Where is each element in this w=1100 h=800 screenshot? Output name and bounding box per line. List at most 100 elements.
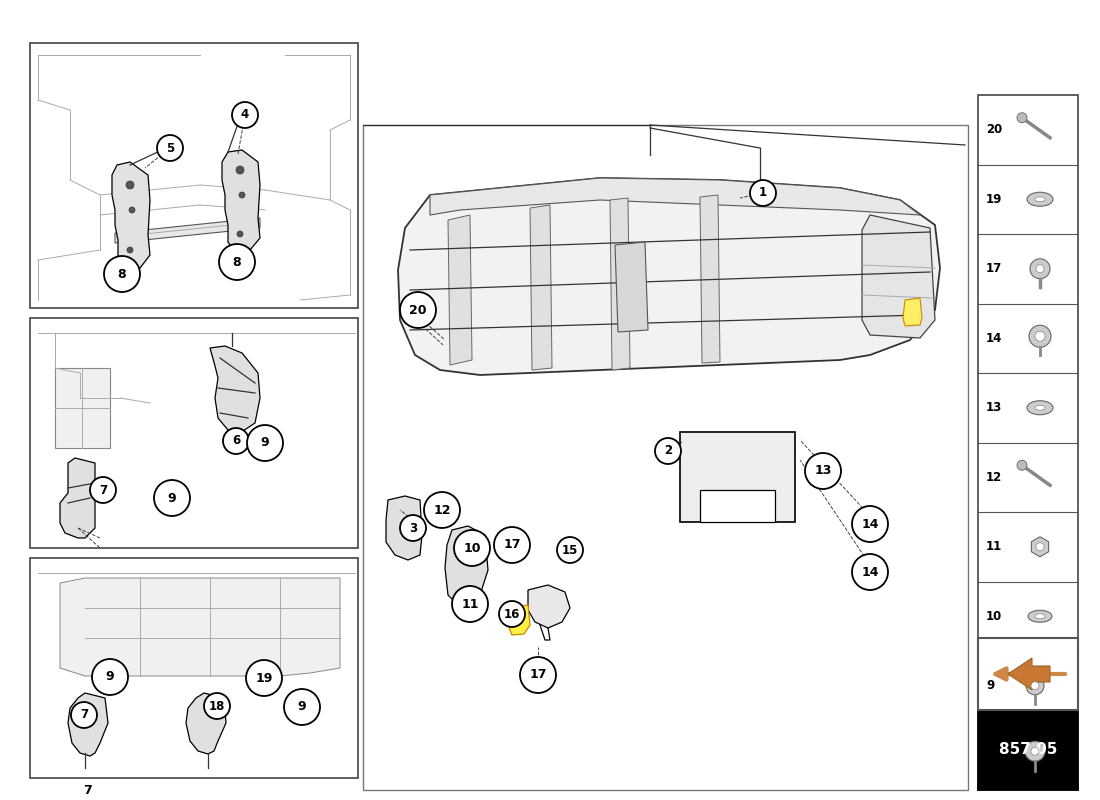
Circle shape [557, 537, 583, 563]
Polygon shape [430, 178, 920, 215]
Ellipse shape [1028, 610, 1052, 622]
Text: 18: 18 [209, 699, 226, 713]
Polygon shape [398, 178, 940, 375]
Polygon shape [528, 585, 570, 628]
Text: 17: 17 [986, 262, 1002, 275]
Circle shape [424, 492, 460, 528]
Circle shape [1031, 682, 1040, 690]
Polygon shape [508, 605, 530, 635]
Text: 6: 6 [232, 434, 240, 447]
Text: 7: 7 [82, 783, 91, 797]
Circle shape [154, 480, 190, 516]
Polygon shape [448, 215, 472, 365]
Polygon shape [68, 693, 108, 756]
Polygon shape [210, 346, 260, 433]
Circle shape [1025, 742, 1045, 762]
Circle shape [1018, 113, 1027, 122]
Ellipse shape [1027, 192, 1053, 206]
Circle shape [1036, 542, 1044, 550]
Circle shape [223, 428, 249, 454]
Text: 8: 8 [986, 749, 994, 762]
Circle shape [1026, 677, 1044, 694]
Ellipse shape [1027, 401, 1053, 414]
Circle shape [1035, 331, 1045, 342]
Ellipse shape [1035, 197, 1045, 202]
Text: 14: 14 [986, 332, 1002, 345]
Bar [30, 318, 358, 548]
Text: 7: 7 [99, 483, 107, 497]
Polygon shape [615, 242, 648, 332]
Bar [700, 490, 776, 522]
Text: 857 05: 857 05 [999, 742, 1057, 758]
Circle shape [852, 506, 888, 542]
Circle shape [92, 659, 128, 695]
Circle shape [654, 438, 681, 464]
Polygon shape [112, 162, 150, 270]
Circle shape [236, 166, 244, 174]
Circle shape [204, 693, 230, 719]
Polygon shape [1032, 537, 1048, 557]
Polygon shape [116, 218, 260, 243]
Text: 3: 3 [409, 522, 417, 534]
Circle shape [239, 192, 245, 198]
Bar [978, 638, 1078, 710]
Polygon shape [186, 693, 225, 754]
Ellipse shape [1035, 614, 1045, 618]
Circle shape [246, 660, 282, 696]
Circle shape [494, 527, 530, 563]
Polygon shape [60, 578, 340, 676]
Polygon shape [903, 298, 922, 326]
Circle shape [126, 181, 134, 189]
Text: 19: 19 [255, 671, 273, 685]
Text: 7: 7 [80, 709, 88, 722]
Bar [680, 432, 795, 522]
Text: 13: 13 [986, 402, 1002, 414]
Circle shape [1018, 460, 1027, 470]
Text: 16: 16 [504, 607, 520, 621]
Text: 20: 20 [986, 123, 1002, 136]
Text: 9: 9 [298, 701, 306, 714]
Circle shape [129, 207, 135, 213]
Text: 10: 10 [986, 610, 1002, 622]
Circle shape [499, 601, 525, 627]
Circle shape [1028, 326, 1050, 347]
Text: 14: 14 [861, 566, 879, 578]
Circle shape [236, 231, 243, 237]
Text: 5: 5 [166, 142, 174, 154]
Circle shape [805, 453, 842, 489]
Text: 15: 15 [562, 543, 579, 557]
Polygon shape [862, 215, 935, 338]
Polygon shape [60, 458, 95, 538]
Bar [363, 125, 968, 790]
Text: 2: 2 [664, 445, 672, 458]
Circle shape [248, 425, 283, 461]
Circle shape [157, 135, 183, 161]
Bar [978, 95, 1078, 790]
Polygon shape [530, 205, 552, 370]
Polygon shape [222, 150, 260, 252]
Circle shape [232, 102, 258, 128]
Circle shape [852, 554, 888, 590]
Circle shape [284, 689, 320, 725]
Text: 14: 14 [861, 518, 879, 530]
Text: 19: 19 [986, 193, 1002, 206]
Polygon shape [1008, 658, 1050, 690]
Text: 12: 12 [433, 503, 451, 517]
Text: 17: 17 [504, 538, 520, 551]
Circle shape [1030, 258, 1050, 278]
Bar [30, 558, 358, 778]
Circle shape [1031, 747, 1040, 755]
Text: 8: 8 [233, 255, 241, 269]
Circle shape [452, 586, 488, 622]
Text: 9: 9 [106, 670, 114, 683]
Text: 1: 1 [759, 186, 767, 199]
Circle shape [520, 657, 556, 693]
Text: 9: 9 [261, 437, 270, 450]
Text: 11: 11 [461, 598, 478, 610]
Circle shape [126, 247, 133, 253]
Text: a passion for parts since 1985: a passion for parts since 1985 [414, 650, 706, 730]
Text: 12: 12 [986, 470, 1002, 484]
Circle shape [219, 244, 255, 280]
Circle shape [400, 292, 436, 328]
Text: 4: 4 [241, 109, 249, 122]
